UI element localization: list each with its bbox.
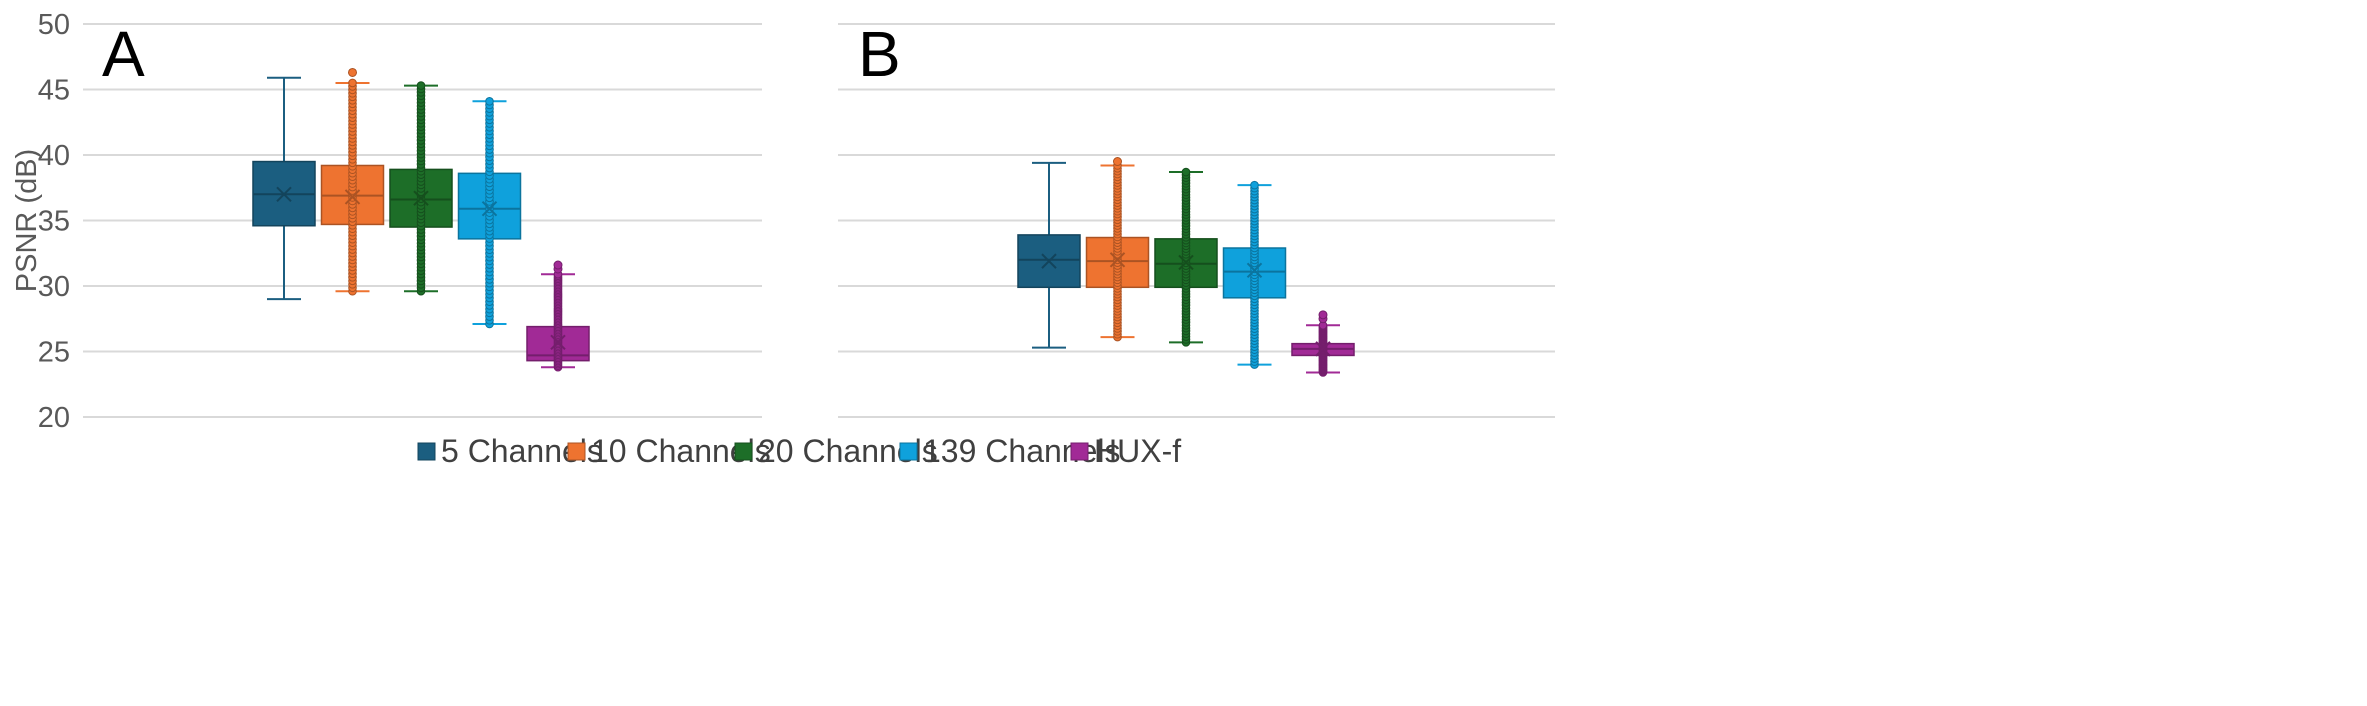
y-tick-label-20: 20: [38, 402, 70, 434]
box-hux-f: [526, 260, 590, 372]
data-point: [485, 96, 494, 106]
y-tick-label-45: 45: [38, 75, 70, 107]
box-5-channels: [252, 76, 316, 301]
y-axis-label: PSNR (dB): [11, 149, 43, 292]
outlier-point: [553, 260, 563, 270]
mean-marker: [1246, 262, 1263, 278]
iqr-box: [1017, 234, 1081, 289]
mean-marker: [1178, 254, 1194, 271]
mean-marker: [344, 189, 361, 205]
y-tick-label-25: 25: [38, 337, 70, 369]
y-tick-label-50: 50: [38, 9, 70, 41]
panel-a: A: [83, 18, 762, 418]
box-139-channels: [457, 96, 522, 329]
panel-b: B: [838, 18, 1555, 418]
box-139-channels: [1222, 180, 1287, 369]
legend-swatch: [734, 442, 753, 461]
legend-label: HUX-f: [1094, 433, 1181, 469]
panel-label-a: A: [102, 18, 145, 90]
legend-item-hux-f: HUX-f: [1070, 433, 1181, 469]
box-20-channels: [1154, 167, 1218, 347]
legend-swatch: [899, 442, 918, 461]
legend-swatch: [1070, 442, 1089, 461]
mean-marker: [481, 201, 498, 217]
box-10-channels: [1085, 157, 1150, 342]
y-tick-label-35: 35: [38, 206, 70, 238]
box-hux-f: [1291, 310, 1355, 377]
outlier-point: [1318, 310, 1328, 320]
panel-label-b: B: [858, 18, 901, 90]
box-5-channels: [1017, 161, 1081, 349]
y-tick-label-30: 30: [38, 271, 70, 303]
data-point: [1181, 167, 1191, 177]
data-point: [416, 81, 426, 90]
legend-swatch: [567, 442, 586, 461]
mean-marker: [276, 186, 292, 203]
mean-marker: [413, 190, 429, 206]
mean-marker: [1041, 253, 1057, 269]
mean-marker: [550, 334, 566, 351]
legend-swatch: [417, 442, 436, 461]
y-tick-label-40: 40: [38, 140, 70, 172]
mean-marker: [1109, 252, 1126, 268]
data-point: [1250, 180, 1259, 190]
box-20-channels: [389, 81, 453, 296]
outlier-point: [348, 67, 357, 77]
mean-marker: [1315, 341, 1331, 357]
legend-label: 139 Channels: [923, 433, 1120, 469]
data-point: [348, 78, 357, 88]
outlier-point: [1113, 157, 1122, 167]
box-10-channels: [320, 67, 385, 296]
